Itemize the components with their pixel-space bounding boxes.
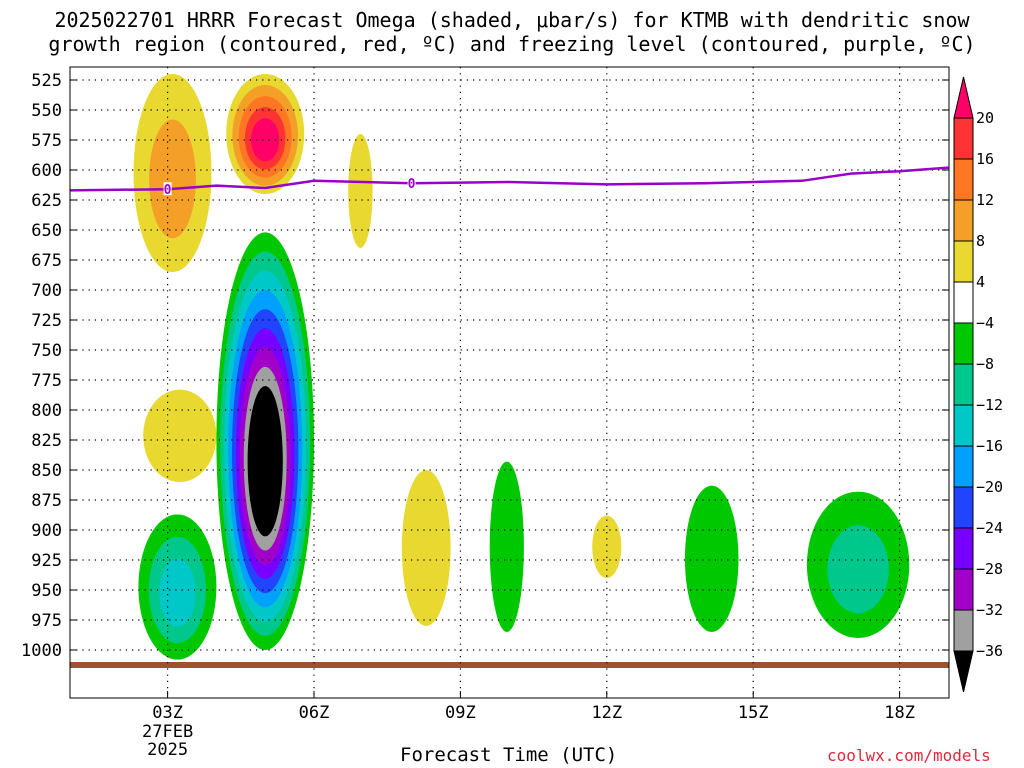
omega-region-4-level-4 — [401, 470, 451, 626]
freezing-level-label: 0 — [408, 177, 416, 192]
plot-frame — [69, 66, 950, 699]
omega-region-1-level-20 — [251, 118, 280, 162]
colorbar-segment — [953, 486, 974, 529]
colorbar-segment — [953, 158, 974, 201]
y-tick-label: 1000 — [21, 641, 62, 661]
colorbar-top-triangle — [953, 76, 974, 119]
y-tick-label: 950 — [31, 581, 62, 601]
x-tick-label: 03Z — [152, 703, 183, 723]
colorbar-label: −28 — [976, 560, 1003, 578]
y-tick-label: 650 — [31, 221, 62, 241]
x-tick-date: 27FEB — [142, 722, 193, 742]
terrain — [70, 662, 949, 668]
colorbar-segment — [953, 609, 974, 652]
x-tick-label: 15Z — [738, 703, 769, 723]
colorbar-segment — [953, 240, 974, 283]
y-tick-label: 700 — [31, 281, 62, 301]
y-tick-label: 875 — [31, 491, 62, 511]
chart-title-line1: 2025022701 HRRR Forecast Omega (shaded, … — [54, 8, 970, 32]
x-tick-label: 06Z — [299, 703, 330, 723]
watermark: coolwx.com/models — [827, 746, 991, 765]
colorbar-segment — [953, 445, 974, 488]
colorbar-label: 16 — [976, 150, 994, 168]
y-tick-label: 925 — [31, 551, 62, 571]
x-tick-label: 09Z — [445, 703, 476, 723]
colorbar-label: 4 — [976, 273, 985, 291]
colorbar: 20 16 12 8 4 −4 −8 −12 −16 −20 −24 −28 −32 −36 — [953, 76, 1003, 693]
colorbar-label: −32 — [976, 601, 1003, 619]
y-tick-label: 525 — [31, 71, 62, 91]
y-tick-label: 550 — [31, 101, 62, 121]
freezing-level-line — [69, 166, 949, 192]
y-tick-label: 750 — [31, 341, 62, 361]
y-axis: 525 550 575 600 625 650 675 700 725 750 775 800 825 8… — [21, 71, 949, 661]
colorbar-label: −4 — [976, 314, 994, 332]
y-tick-label: 600 — [31, 161, 62, 181]
y-tick-label: 725 — [31, 311, 62, 331]
y-tick-label: 975 — [31, 611, 62, 631]
y-tick-label: 900 — [31, 521, 62, 541]
colorbar-label: −12 — [976, 396, 1003, 414]
chart-title-line2: growth region (contoured, red, ºC) and f… — [48, 32, 976, 56]
colorbar-bottom-triangle — [953, 650, 974, 693]
omega-region-6-level--40 — [251, 405, 279, 523]
colorbar-label: −16 — [976, 437, 1003, 455]
colorbar-label: 8 — [976, 232, 985, 250]
colorbar-label: −24 — [976, 519, 1003, 537]
omega-region-3-level-4 — [143, 389, 217, 482]
freezing-label-bg — [407, 176, 416, 190]
colorbar-segment — [953, 322, 974, 365]
omega-shading — [133, 74, 910, 660]
y-tick-label: 675 — [31, 251, 62, 271]
colorbar-label: 20 — [976, 109, 994, 127]
colorbar-segment — [953, 568, 974, 611]
grid — [70, 67, 949, 698]
x-axis-title: Forecast Time (UTC) — [400, 744, 618, 766]
colorbar-segment — [953, 117, 974, 160]
colorbar-segment — [953, 363, 974, 406]
y-tick-label: 575 — [31, 131, 62, 151]
y-tick-label: 775 — [31, 371, 62, 391]
omega-region-8-level--4 — [489, 461, 524, 632]
omega-region-9-level--4 — [684, 485, 739, 632]
omega-region-10-level--8 — [827, 525, 889, 614]
colorbar-segment — [953, 281, 974, 324]
colorbar-label: 12 — [976, 191, 994, 209]
omega-region-5-level-4 — [592, 515, 622, 578]
colorbar-label: −8 — [976, 355, 994, 373]
colorbar-segment — [953, 404, 974, 447]
omega-region-0-level-8 — [149, 119, 196, 239]
colorbar-label: −36 — [976, 642, 1003, 660]
x-tick-label: 12Z — [591, 703, 622, 723]
freezing-level-label: 0 — [164, 183, 172, 198]
colorbar-label: −20 — [976, 478, 1003, 496]
terrain-strip — [70, 662, 949, 668]
freezing-label-bg — [163, 182, 172, 196]
y-tick-label: 800 — [31, 401, 62, 421]
omega-region-2-level-4 — [348, 134, 373, 248]
omega-region-7-level--12 — [159, 558, 196, 627]
x-tick-year: 2025 — [147, 740, 188, 760]
colorbar-segment — [953, 527, 974, 570]
x-tick-label: 18Z — [884, 703, 915, 723]
y-tick-label: 625 — [31, 191, 62, 211]
y-tick-label: 850 — [31, 461, 62, 481]
colorbar-segment — [953, 199, 974, 242]
y-tick-label: 825 — [31, 431, 62, 451]
